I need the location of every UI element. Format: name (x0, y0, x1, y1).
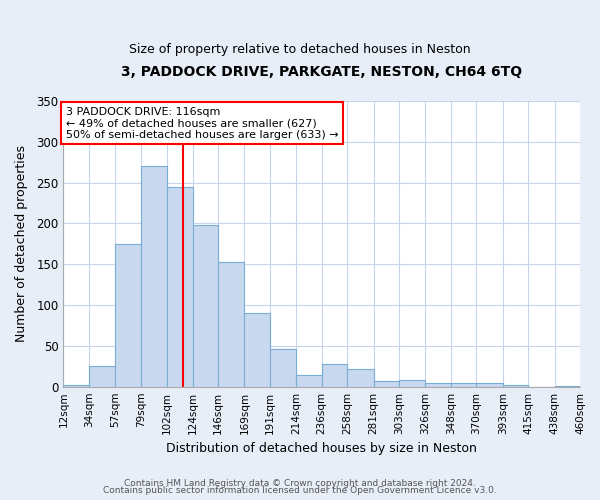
Bar (399, 380, 425, 386)
Bar (503, 385, 528, 386)
Bar (347, 368, 374, 386)
Bar (244, 313, 270, 386)
Bar (476, 382, 503, 386)
Bar (89, 366, 115, 386)
Bar (64, 385, 89, 386)
Text: Contains HM Land Registry data © Crown copyright and database right 2024.: Contains HM Land Registry data © Crown c… (124, 478, 476, 488)
Bar (451, 382, 476, 386)
Bar (140, 166, 167, 386)
Bar (425, 384, 451, 386)
Bar (193, 225, 218, 386)
Bar (322, 364, 347, 386)
Bar (374, 381, 399, 386)
Bar (270, 349, 296, 387)
Bar (167, 186, 193, 386)
Text: Contains public sector information licensed under the Open Government Licence v3: Contains public sector information licen… (103, 486, 497, 495)
Bar (115, 244, 140, 386)
Bar (296, 376, 322, 386)
Text: 3 PADDOCK DRIVE: 116sqm
← 49% of detached houses are smaller (627)
50% of semi-d: 3 PADDOCK DRIVE: 116sqm ← 49% of detache… (66, 106, 338, 140)
Bar (218, 262, 244, 386)
Title: 3, PADDOCK DRIVE, PARKGATE, NESTON, CH64 6TQ: 3, PADDOCK DRIVE, PARKGATE, NESTON, CH64… (121, 65, 522, 79)
X-axis label: Distribution of detached houses by size in Neston: Distribution of detached houses by size … (166, 442, 477, 455)
Y-axis label: Number of detached properties: Number of detached properties (15, 146, 28, 342)
Text: Size of property relative to detached houses in Neston: Size of property relative to detached ho… (129, 42, 471, 56)
